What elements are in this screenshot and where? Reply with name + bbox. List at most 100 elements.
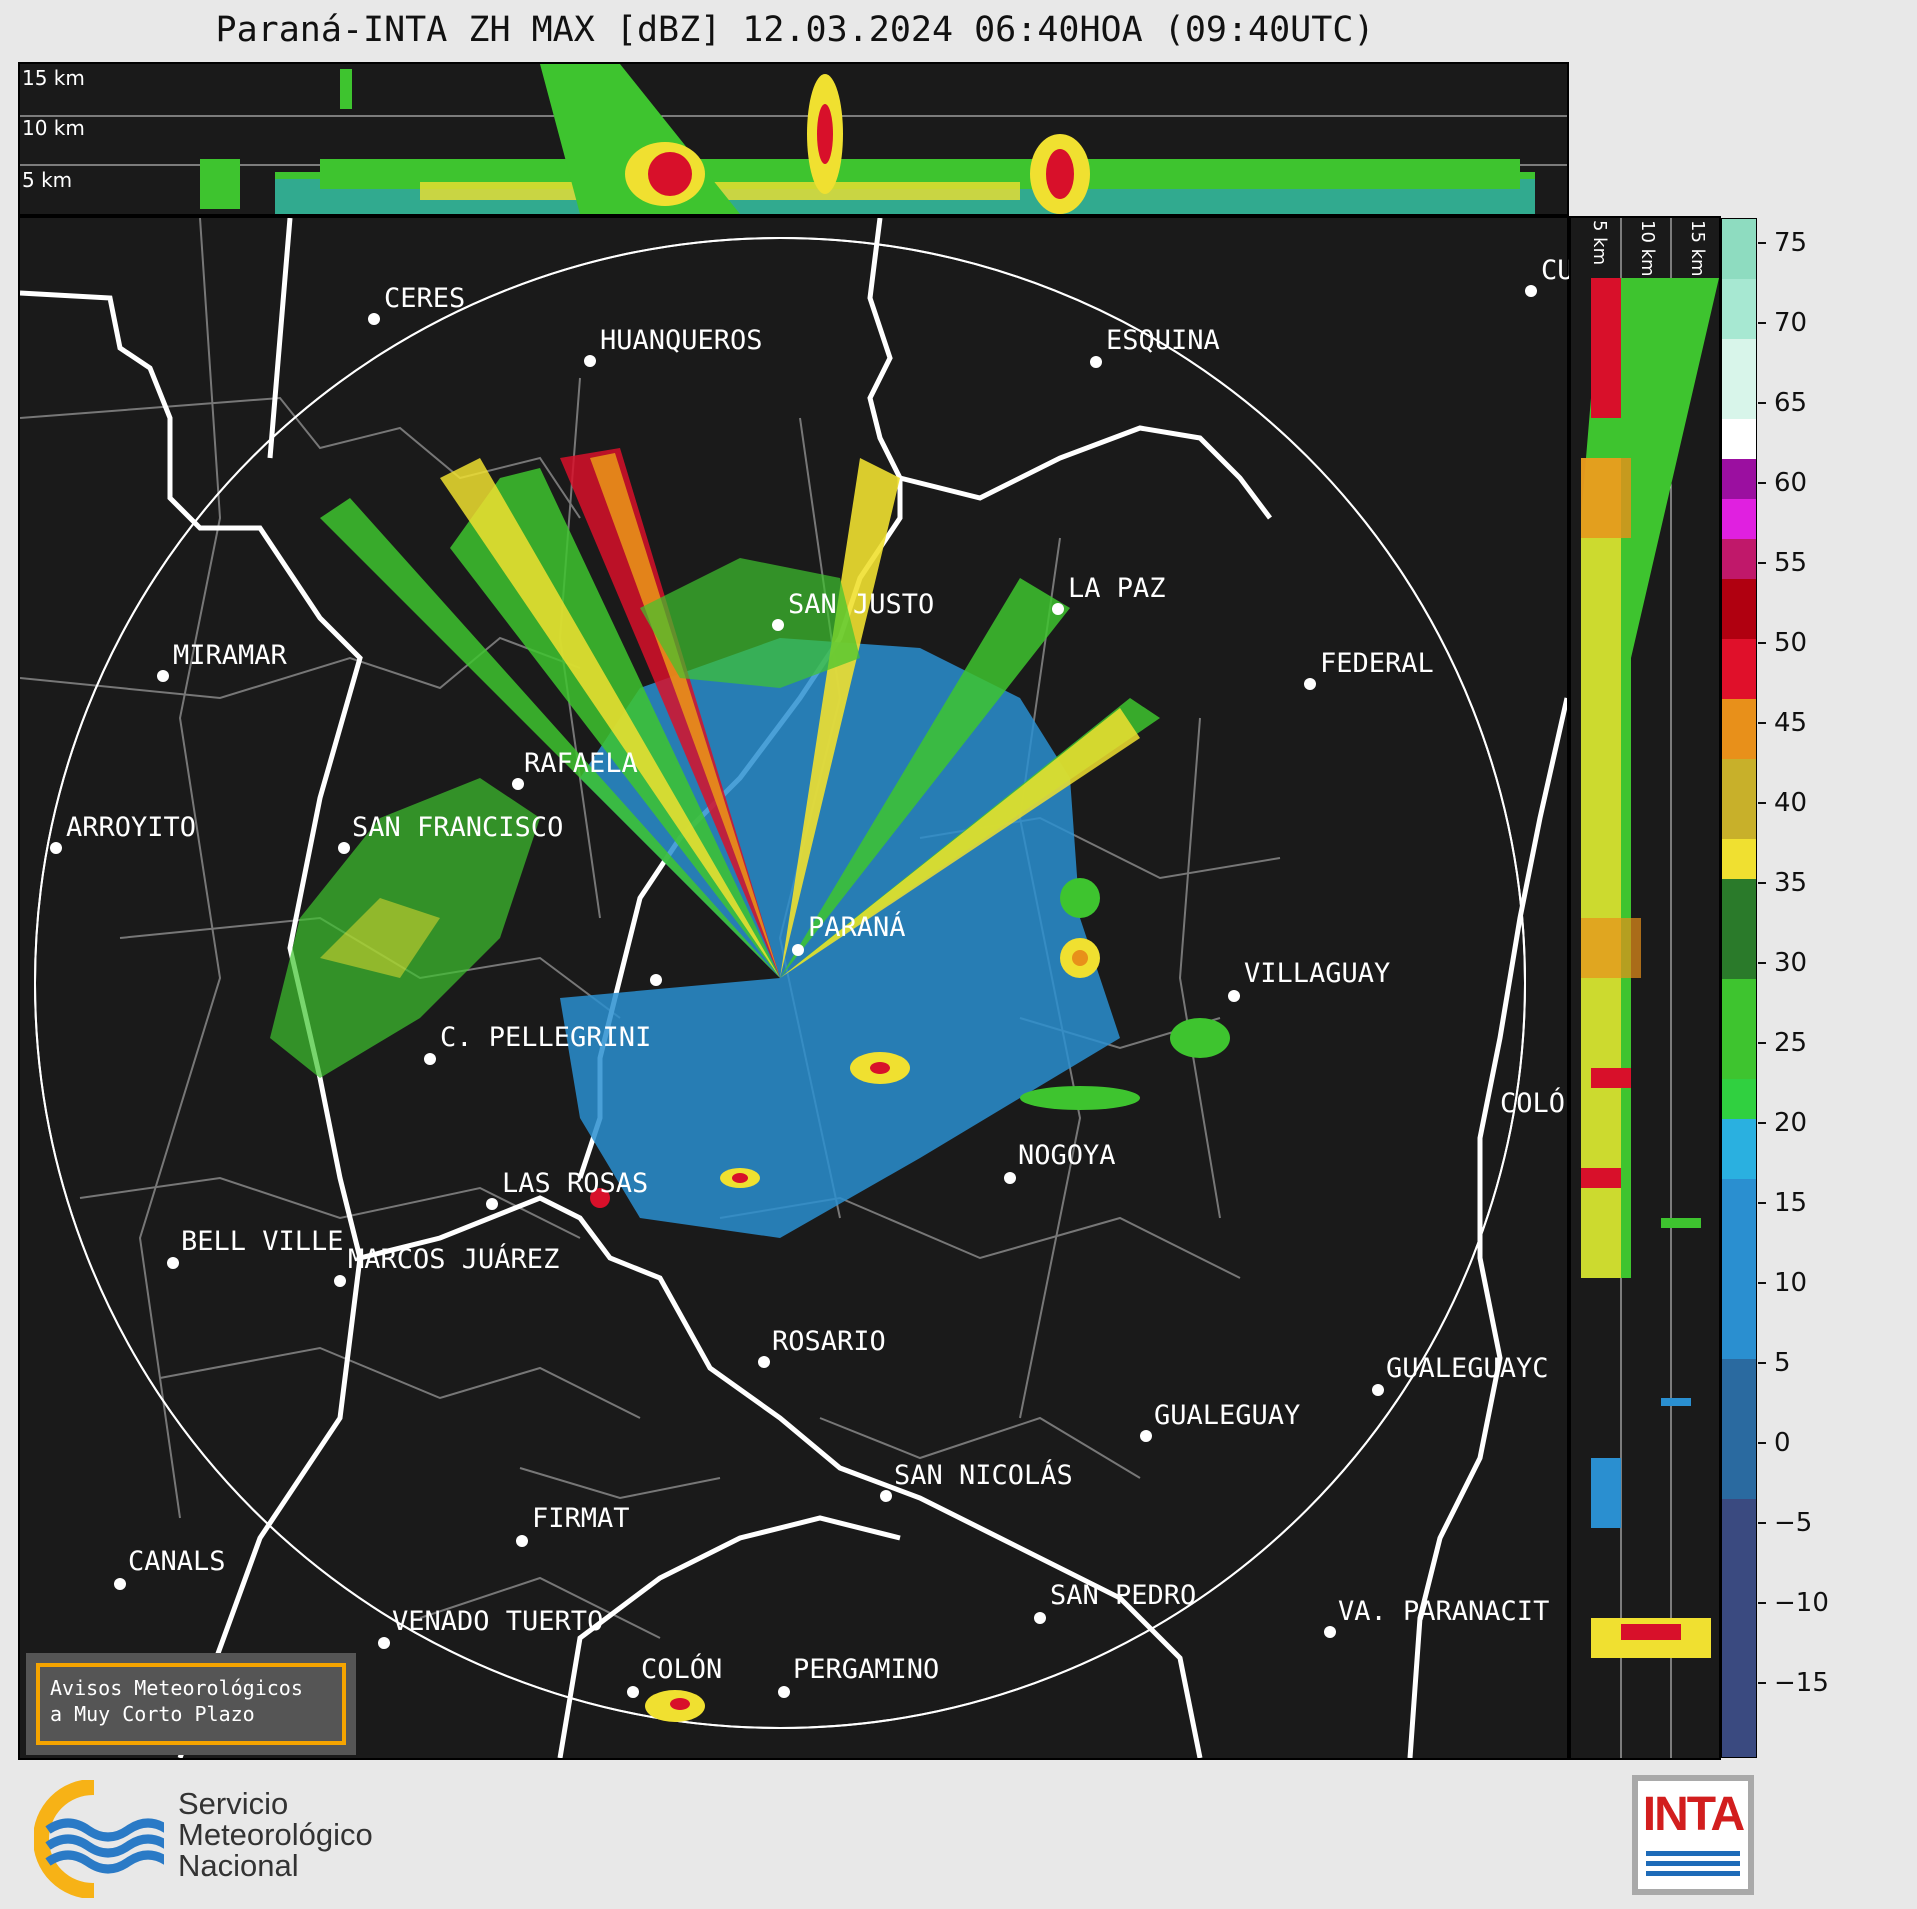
city-dot [1228,990,1240,1002]
colorbar-tick: 40 [1758,790,1818,816]
city-label-rosario: ROSARIO [772,1326,886,1357]
radar-map-panel [18,216,1569,1760]
city-label-san-pedro: SAN PEDRO [1050,1580,1197,1611]
city-dot [516,1535,528,1547]
city-dot [778,1686,790,1698]
city-dot [50,842,62,854]
inta-word: INTA [1642,1788,1745,1841]
city-label-cu: CU [1541,255,1574,286]
city-label-c-pellegrini: C. PELLEGRINI [440,1022,652,1053]
colorbar-tick: 35 [1758,870,1818,896]
city-dot [512,778,524,790]
altitude-label-15km: 15 km [22,66,85,90]
colorbar-tick: 45 [1758,710,1818,736]
city-label-las-rosas: LAS ROSAS [502,1168,649,1199]
colorbar-tick: 60 [1758,470,1818,496]
city-label-villaguay: VILLAGUAY [1244,958,1391,989]
city-label-pergamino: PERGAMINO [793,1654,940,1685]
avisos-notice-box[interactable]: Avisos Meteorológicos a Muy Corto Plazo [26,1653,356,1755]
city-label-huanqueros: HUANQUEROS [600,325,763,356]
colorbar-tick: 70 [1758,310,1818,336]
avisos-line-2: a Muy Corto Plazo [50,1702,255,1726]
city-label-miramar: MIRAMAR [173,640,287,671]
city-dot [772,619,784,631]
radar-map-graphics [20,218,1567,1758]
colorbar-tick: 65 [1758,390,1818,416]
city-label-va-paranacit: VA. PARANACIT [1338,1596,1550,1627]
colorbar-tick: 25 [1758,1030,1818,1056]
city-dot [627,1686,639,1698]
colorbar-tick: −10 [1758,1590,1829,1616]
city-dot [1034,1612,1046,1624]
inta-logo: INTA [1632,1775,1754,1895]
city-label-colon: COLÓN [641,1654,723,1685]
altitude-label-5km: 5 km [22,168,73,192]
city-dot [424,1053,436,1065]
city-dot [157,670,169,682]
city-label-san-francisco: SAN FRANCISCO [352,812,564,843]
city-dot [338,842,350,854]
radar-site-dot [650,974,662,986]
city-dot [114,1578,126,1590]
reflectivity-colorbar [1721,218,1757,1758]
right-cross-section-panel: 5 km 10 km 15 km [1569,216,1721,1760]
city-label-venado-tuerto: VENADO TUERTO [392,1606,604,1637]
city-label-rafaela: RAFAELA [524,748,638,779]
top-cross-section-panel: 15 km 10 km 5 km [18,62,1569,216]
smn-wordmark: Servicio Meteorológico Nacional [178,1788,373,1881]
city-label-san-nicolas: SAN NICOLÁS [894,1460,1073,1491]
colorbar-tick: −15 [1758,1670,1829,1696]
city-dot [584,355,596,367]
city-label-bell-ville: BELL VILLE [181,1226,344,1257]
department-borders [20,218,1281,1639]
city-dot [1140,1430,1152,1442]
city-dot [486,1198,498,1210]
colorbar-tick: −5 [1758,1510,1818,1536]
colorbar-tick: 0 [1758,1430,1818,1456]
city-dot [1525,285,1537,297]
city-dot [368,313,380,325]
city-label-parana: PARANÁ [808,912,906,943]
city-label-la-paz: LA PAZ [1068,573,1166,604]
altitude-label-10km: 10 km [22,116,85,140]
city-dot [1052,603,1064,615]
colorbar-tick: 55 [1758,550,1818,576]
city-label-colo: COLÓ [1500,1088,1566,1119]
altitude-label-15km-vertical: 15 km [1687,220,1708,277]
city-dot [1090,356,1102,368]
smn-line-1: Servicio [178,1786,289,1821]
city-dot [1304,678,1316,690]
radar-echoes [270,448,1230,1722]
colorbar-tick: 50 [1758,630,1818,656]
smn-line-3: Nacional [178,1848,299,1883]
colorbar-tick: 30 [1758,950,1818,976]
city-label-gualeguayc: GUALEGUAYC [1386,1353,1549,1384]
city-dot [792,944,804,956]
right-cross-section-echoes [1581,218,1719,1758]
city-label-esquina: ESQUINA [1106,325,1220,356]
city-label-arroyito: ARROYITO [66,812,197,843]
smn-line-2: Meteorológico [178,1817,373,1852]
colorbar-tick: 20 [1758,1110,1818,1136]
altitude-label-10km-vertical: 10 km [1637,220,1658,277]
city-label-marcos-juarez: MARCOS JUÁREZ [348,1244,560,1275]
city-dot [1372,1384,1384,1396]
city-dot [1004,1172,1016,1184]
city-label-nogoya: NOGOYA [1018,1140,1116,1171]
colorbar-tick: 5 [1758,1350,1818,1376]
colorbar-tick: 10 [1758,1270,1818,1296]
colorbar-tick: 75 [1758,230,1818,256]
city-label-gualeguay: GUALEGUAY [1154,1400,1301,1431]
city-label-san-justo: SAN JUSTO [788,589,935,620]
altitude-label-5km-vertical: 5 km [1589,220,1610,266]
city-dot [378,1637,390,1649]
top-cross-section-echoes [20,64,1567,214]
avisos-line-1: Avisos Meteorológicos [50,1676,303,1700]
smn-logo-icon [34,1780,164,1898]
city-dot [1324,1626,1336,1638]
colorbar-tick: 15 [1758,1190,1818,1216]
map-title: Paraná-INTA ZH MAX [dBZ] 12.03.2024 06:4… [215,10,1375,50]
city-dot [880,1490,892,1502]
city-label-ceres: CERES [384,283,466,314]
city-label-canals: CANALS [128,1546,226,1577]
